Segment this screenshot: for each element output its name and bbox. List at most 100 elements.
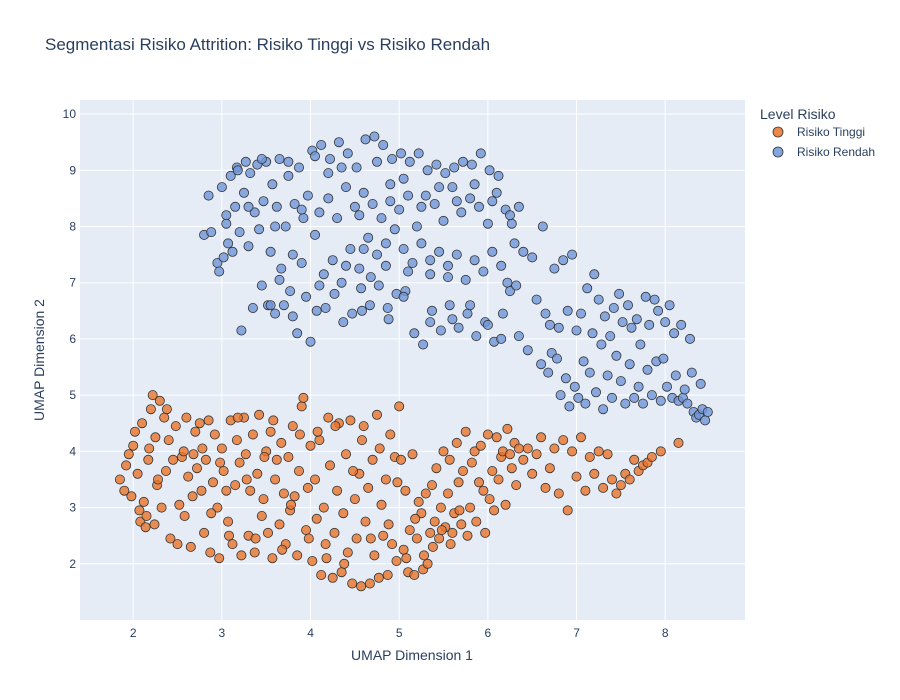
scatter-point[interactable] [644,319,655,330]
scatter-point[interactable] [471,516,482,527]
scatter-point[interactable] [629,454,640,465]
scatter-point[interactable] [513,443,524,454]
scatter-point[interactable] [409,570,420,581]
scatter-point[interactable] [513,201,524,212]
scatter-point[interactable] [444,300,455,311]
scatter-point[interactable] [670,370,681,381]
scatter-point[interactable] [258,494,269,505]
scatter-point[interactable] [190,426,201,437]
scatter-point[interactable] [247,429,258,440]
scatter-point[interactable] [549,263,560,274]
scatter-point[interactable] [589,269,600,280]
scatter-point[interactable] [544,319,555,330]
scatter-point[interactable] [179,510,190,521]
scatter-point[interactable] [296,401,307,412]
scatter-point[interactable] [174,499,185,510]
scatter-point[interactable] [183,471,194,482]
scatter-point[interactable] [358,421,369,432]
scatter-point[interactable] [571,471,582,482]
scatter-point[interactable] [378,139,389,150]
scatter-point[interactable] [205,547,216,558]
scatter-point[interactable] [200,454,211,465]
scatter-point[interactable] [203,190,214,201]
scatter-point[interactable] [624,359,635,370]
scatter-point[interactable] [457,156,468,167]
scatter-point[interactable] [420,488,431,499]
scatter-point[interactable] [294,429,305,440]
scatter-point[interactable] [351,533,362,544]
scatter-point[interactable] [531,294,542,305]
scatter-point[interactable] [469,446,480,457]
scatter-point[interactable] [487,246,498,257]
scatter-point[interactable] [425,317,436,328]
scatter-point[interactable] [571,325,582,336]
scatter-point[interactable] [553,322,564,333]
scatter-point[interactable] [434,533,445,544]
scatter-point[interactable] [214,266,225,277]
scatter-point[interactable] [342,547,353,558]
scatter-point[interactable] [593,446,604,457]
scatter-point[interactable] [245,485,256,496]
scatter-point[interactable] [403,190,414,201]
scatter-point[interactable] [178,446,189,457]
scatter-point[interactable] [371,156,382,167]
scatter-point[interactable] [312,426,323,437]
scatter-point[interactable] [605,331,616,342]
scatter-point[interactable] [298,392,309,403]
scatter-point[interactable] [558,435,569,446]
scatter-point[interactable] [422,165,433,176]
scatter-point[interactable] [240,156,251,167]
scatter-point[interactable] [327,572,338,583]
scatter-point[interactable] [451,196,462,207]
scatter-point[interactable] [289,491,300,502]
scatter-point[interactable] [232,412,243,423]
scatter-point[interactable] [456,207,467,218]
scatter-point[interactable] [491,187,502,198]
scatter-point[interactable] [444,454,455,465]
scatter-point[interactable] [345,415,356,426]
scatter-point[interactable] [351,162,362,173]
scatter-point[interactable] [371,249,382,260]
scatter-point[interactable] [435,325,446,336]
scatter-point[interactable] [489,505,500,516]
scatter-point[interactable] [598,404,609,415]
scatter-point[interactable] [218,252,229,263]
scatter-point[interactable] [302,482,313,493]
scatter-point[interactable] [138,496,149,507]
scatter-point[interactable] [484,494,495,505]
scatter-point[interactable] [374,443,385,454]
scatter-point[interactable] [404,525,415,536]
scatter-point[interactable] [321,553,332,564]
scatter-point[interactable] [602,370,613,381]
scatter-point[interactable] [434,182,445,193]
scatter-point[interactable] [149,519,160,530]
scatter-point[interactable] [356,305,367,316]
scatter-point[interactable] [497,308,508,319]
scatter-point[interactable] [385,429,396,440]
scatter-point[interactable] [391,556,402,567]
scatter-point[interactable] [365,272,376,283]
scatter-point[interactable] [392,477,403,488]
scatter-point[interactable] [447,527,458,538]
scatter-point[interactable] [426,305,437,316]
scatter-point[interactable] [453,477,464,488]
scatter-point[interactable] [249,547,260,558]
scatter-point[interactable] [506,463,517,474]
scatter-point[interactable] [365,533,376,544]
scatter-point[interactable] [401,553,412,564]
scatter-point[interactable] [265,426,276,437]
scatter-point[interactable] [323,412,334,423]
scatter-point[interactable] [614,288,625,299]
scatter-point[interactable] [296,257,307,268]
scatter-point[interactable] [250,533,261,544]
scatter-point[interactable] [154,395,165,406]
scatter-point[interactable] [345,243,356,254]
scatter-point[interactable] [398,291,409,302]
scatter-point[interactable] [482,319,493,330]
scatter-point[interactable] [369,131,380,142]
scatter-point[interactable] [185,541,196,552]
scatter-point[interactable] [349,494,360,505]
scatter-point[interactable] [301,291,312,302]
legend-item-risiko-rendah[interactable]: Risiko Rendah [772,145,875,159]
scatter-point[interactable] [309,229,320,240]
